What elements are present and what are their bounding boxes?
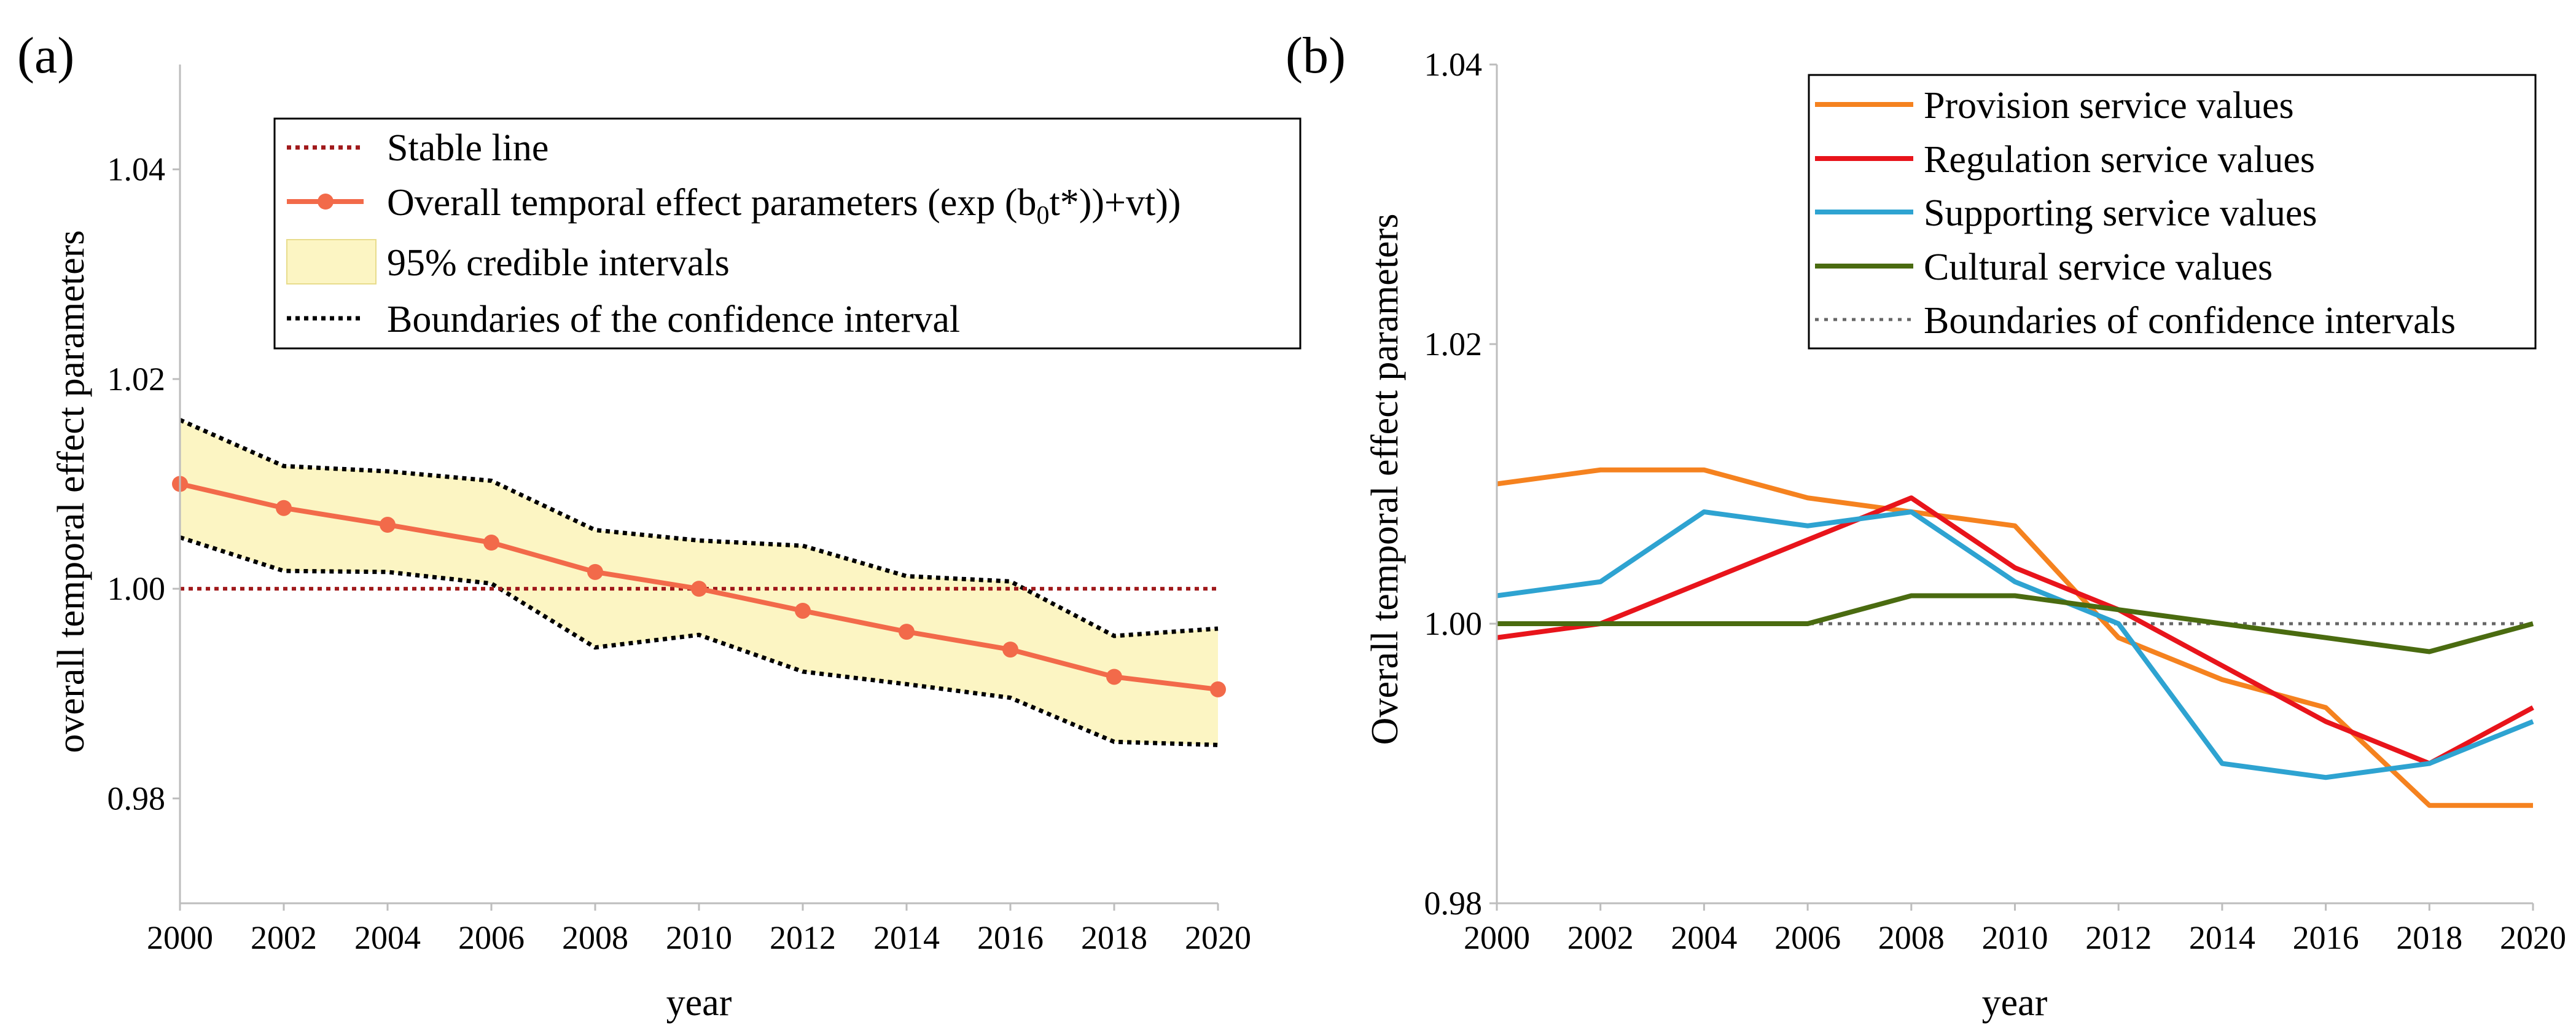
legend-series-label-prefix: Overall temporal effect parameters (exp … — [387, 182, 1036, 224]
legend-series-label-suffix: t*))+vt)) — [1049, 182, 1181, 224]
panel-b-x-tick-label: 2020 — [2500, 919, 2566, 956]
panel-b-y-tick-label: 1.00 — [1424, 605, 1483, 642]
panel-a-x-tick-label: 2006 — [458, 919, 525, 956]
legend-supporting-label: Supporting service values — [1924, 192, 2317, 234]
panel-b-x-tick-label: 2008 — [1878, 919, 1945, 956]
legend-regulation-label: Regulation service values — [1924, 139, 2315, 181]
panel-a: (a) 0.98 1.00 1.02 1.04 2000 2002 2004 2006 2008… — [17, 27, 1302, 1024]
legend-provision-label: Provision service values — [1924, 85, 2294, 127]
panel-a-x-axis-title: year — [666, 982, 732, 1024]
panel-a-x-tick-label: 2010 — [666, 919, 732, 956]
panel-b: (b) 0.98 1.00 1.02 1.04 2000 2002 2004 2006 2008… — [1286, 27, 2566, 1024]
panel-b-x-tick-label: 2018 — [2396, 919, 2462, 956]
panel-label-b: (b) — [1286, 27, 1346, 84]
panel-a-x-tick-label: 2008 — [562, 919, 628, 956]
panel-b-x-tick-label: 2002 — [1567, 919, 1634, 956]
legend-boundary-b-label: Boundaries of confidence intervals — [1924, 300, 2456, 342]
temporal-effect-point — [380, 517, 396, 533]
panel-b-legend: Provision service values Regulation serv… — [1808, 74, 2537, 350]
panel-a-x-tick-label: 2014 — [873, 919, 940, 956]
panel-b-x-tick-label: 2000 — [1464, 919, 1530, 956]
panel-b-x-tick-label: 2012 — [2085, 919, 2152, 956]
temporal-effect-point — [899, 624, 915, 640]
panel-a-x-tick-label: 2000 — [147, 919, 213, 956]
temporal-effect-point — [1210, 681, 1226, 697]
panel-b-y-tick-label: 0.98 — [1424, 885, 1483, 922]
panel-a-x-tick-label: 2020 — [1185, 919, 1251, 956]
panel-a-x-tick-label: 2002 — [251, 919, 317, 956]
panel-a-y-tick-label: 0.98 — [107, 780, 166, 817]
legend-boundary-label: Boundaries of the confidence interval — [387, 299, 960, 340]
ci-lower-boundary-line — [179, 535, 1219, 747]
panel-a-y-axis-title: overall temporal effect parameters — [50, 230, 92, 753]
legend-cultural-label: Cultural service values — [1924, 246, 2273, 288]
legend-stable-line-label: Stable line — [387, 127, 548, 169]
panel-b-x-tick-label: 2016 — [2293, 919, 2359, 956]
panel-a-x-tick-label: 2016 — [977, 919, 1044, 956]
temporal-effect-point — [795, 602, 811, 619]
legend-series-label-subscript: 0 — [1036, 202, 1049, 230]
panel-a-y-tick-label: 1.02 — [107, 361, 166, 398]
regulation-service-line — [1496, 495, 2534, 766]
panel-a-x-tick-label: 2012 — [770, 919, 836, 956]
temporal-effect-point — [691, 581, 707, 597]
legend-series-marker — [318, 194, 334, 210]
panel-a-y-tick-label: 1.00 — [107, 570, 166, 607]
cultural-service-line — [1497, 593, 2534, 654]
panel-a-x-tick-label: 2004 — [354, 919, 421, 956]
panel-b-marks — [1496, 467, 2534, 808]
panel-a-y-tick-label: 1.04 — [107, 151, 166, 188]
panel-b-x-tick-label: 2006 — [1774, 919, 1841, 956]
temporal-effect-point — [1002, 642, 1018, 658]
panel-b-legend-box — [1808, 74, 2537, 350]
ci-upper-boundary-line — [179, 418, 1219, 638]
panel-a-legend-box — [273, 117, 1302, 350]
panel-b-x-tick-label: 2014 — [2189, 919, 2255, 956]
panel-b-x-axis-title: year — [1982, 982, 2048, 1024]
panel-b-y-axis-title: Overall temporal effect parameters — [1364, 214, 1406, 745]
panel-b-y-tick-label: 1.04 — [1424, 46, 1483, 83]
provision-service-line — [1496, 467, 2533, 808]
temporal-effect-point — [587, 563, 603, 580]
temporal-effect-point — [483, 535, 499, 551]
panel-a-axes: 0.98 1.00 1.02 1.04 2000 2002 2004 2006 2008 2010… — [107, 65, 1251, 956]
temporal-effect-point — [1106, 669, 1122, 685]
temporal-effect-point — [276, 500, 292, 516]
supporting-service-line — [1496, 509, 2534, 780]
legend-series-label: Overall temporal effect parameters (exp … — [387, 182, 1181, 230]
panel-b-x-tick-label: 2010 — [1982, 919, 2048, 956]
panel-a-legend: Stable line Overall temporal effect para… — [273, 117, 1302, 350]
legend-band-swatch — [286, 239, 377, 285]
panel-a-marks — [172, 418, 1226, 747]
panel-b-x-tick-label: 2004 — [1671, 919, 1737, 956]
panel-a-x-tick-label: 2018 — [1081, 919, 1147, 956]
panel-label-a: (a) — [17, 27, 74, 84]
panel-b-y-tick-label: 1.02 — [1424, 326, 1483, 363]
panel-b-axes: 0.98 1.00 1.02 1.04 2000 2002 2004 2006 2008 2010… — [1424, 46, 2567, 956]
legend-band-label: 95% credible intervals — [387, 242, 730, 284]
